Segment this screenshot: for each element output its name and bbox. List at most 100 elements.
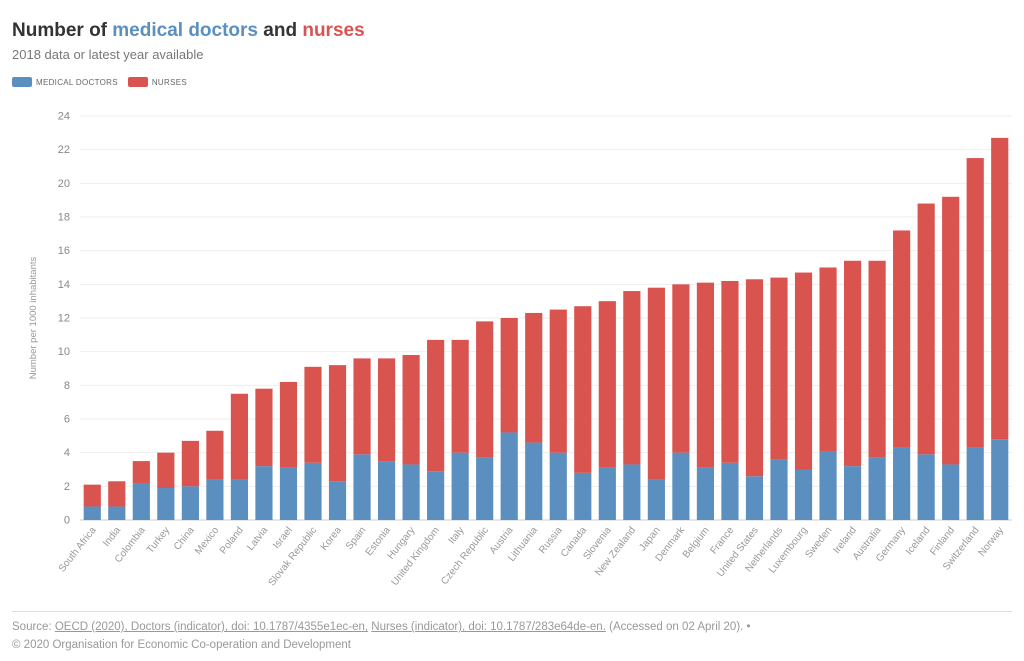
bar-doctors (157, 488, 175, 520)
x-tick-label: Iceland (904, 525, 933, 557)
bar-nurses (917, 203, 935, 455)
bar-doctors (476, 457, 494, 520)
footer-divider (12, 611, 1012, 612)
x-tick-label: Mexico (193, 525, 221, 557)
bar-nurses (255, 388, 273, 467)
bar-doctors (328, 481, 347, 520)
bar-nurses (647, 287, 665, 480)
bar-doctors (843, 466, 862, 520)
bar-nurses (966, 158, 984, 448)
bar-nurses (672, 284, 690, 453)
bar-doctors (623, 464, 641, 520)
legend-item-doctors[interactable]: MEDICAL DOCTORS (12, 77, 118, 87)
legend-item-nurses[interactable]: NURSES (127, 77, 187, 87)
bar-nurses (328, 365, 347, 482)
bar-nurses (893, 230, 911, 448)
x-tick-label: Czech Republic (439, 525, 491, 587)
x-tick-label: Turkey (145, 525, 172, 556)
bar-doctors (279, 467, 298, 520)
bar-nurses (500, 318, 518, 433)
bar-doctors (500, 432, 518, 520)
bar-nurses (181, 440, 199, 487)
bar-doctors (819, 450, 837, 520)
bar-doctors (942, 464, 960, 520)
y-tick-label: 8 (64, 380, 70, 392)
legend-swatch-doctors (12, 77, 32, 87)
bar-doctors (549, 452, 567, 520)
bar-nurses (451, 339, 469, 453)
bar-doctors (451, 452, 469, 520)
bar-doctors (868, 457, 886, 520)
bar-nurses (304, 366, 322, 463)
bar-doctors (721, 462, 739, 520)
bar-doctors (255, 466, 273, 520)
bar-doctors (893, 447, 911, 520)
bar-doctors (794, 469, 813, 520)
y-tick-label: 10 (58, 346, 70, 358)
bar-nurses (279, 381, 298, 468)
y-tick-label: 18 (58, 212, 70, 224)
bar-doctors (108, 506, 126, 520)
bar-nurses (427, 339, 445, 472)
x-tick-label: Spain (344, 525, 368, 552)
bar-doctors (304, 462, 322, 520)
title-prefix: Number of (12, 20, 107, 41)
bar-doctors (230, 479, 249, 520)
x-tick-label: Korea (319, 525, 344, 553)
x-tick-label: Sweden (803, 525, 834, 560)
chart-title: Number of medical doctors and nurses (12, 20, 365, 42)
y-tick-label: 16 (58, 245, 70, 257)
bar-doctors (647, 479, 665, 520)
x-tick-label: Latvia (245, 525, 270, 553)
y-tick-label: 12 (58, 313, 70, 325)
y-tick-label: 0 (64, 515, 70, 527)
y-axis-label: Number per 1000 inhabitants (28, 256, 39, 379)
bar-doctors (770, 459, 788, 520)
bar-doctors (966, 447, 984, 520)
bar-nurses (476, 321, 494, 458)
copyright-note: © 2020 Organisation for Economic Co-oper… (12, 639, 351, 651)
source-prefix: Source: (12, 621, 52, 633)
chart-legend: MEDICAL DOCTORS NURSES (12, 77, 187, 87)
bar-nurses (157, 452, 175, 489)
bar-nurses (83, 484, 101, 507)
bar-nurses (206, 430, 224, 480)
bar-nurses (745, 279, 764, 477)
bar-doctors (181, 486, 199, 520)
x-tick-label: South Africa (57, 525, 99, 575)
bar-doctors (427, 471, 445, 520)
title-nurses: nurses (302, 20, 365, 41)
bar-doctors (206, 479, 224, 520)
bar-doctors (83, 506, 101, 520)
bar-doctors (672, 452, 690, 520)
bar-nurses (353, 358, 371, 455)
y-tick-label: 2 (64, 481, 70, 493)
title-doctors: medical doctors (112, 20, 258, 41)
bar-doctors (574, 472, 592, 520)
chart-subtitle: 2018 data or latest year available (12, 47, 204, 62)
bar-nurses (696, 282, 715, 468)
bar-doctors (991, 439, 1009, 520)
bar-doctors (377, 461, 396, 520)
source-link-doctors[interactable]: OECD (2020), Doctors (indicator), doi: 1… (54, 621, 369, 633)
bar-doctors (525, 442, 543, 520)
bar-nurses (794, 272, 813, 470)
legend-label-nurses: NURSES (151, 77, 187, 87)
bar-nurses (377, 358, 396, 462)
bar-nurses (525, 312, 543, 443)
bar-nurses (770, 277, 788, 460)
source-link-nurses[interactable]: Nurses (indicator), doi: 10.1787/283e64d… (371, 621, 606, 633)
y-tick-label: 24 (58, 111, 70, 123)
y-tick-label: 14 (58, 279, 70, 291)
legend-swatch-nurses (127, 77, 148, 87)
x-tick-label: Belgium (681, 525, 712, 560)
x-tick-label: Israel (271, 525, 295, 551)
bar-nurses (623, 291, 641, 465)
source-note: Source: OECD (2020), Doctors (indicator)… (12, 621, 751, 633)
legend-label-doctors: MEDICAL DOCTORS (36, 77, 118, 87)
x-tick-label: India (101, 525, 123, 549)
x-tick-label: Italy (447, 525, 467, 546)
bar-nurses (942, 196, 960, 465)
bar-doctors (598, 467, 616, 520)
